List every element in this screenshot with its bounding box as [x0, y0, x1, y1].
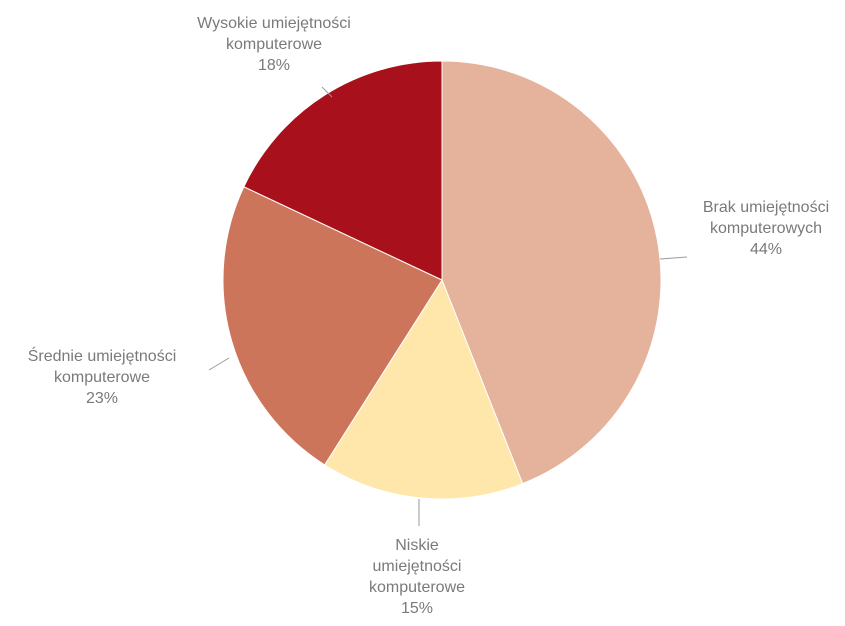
slice-label: Wysokie umiejętności komputerowe 18% — [197, 15, 351, 74]
leader-line — [659, 256, 688, 260]
pie-slice — [323, 278, 524, 500]
pie-slice — [243, 60, 443, 281]
pie-slice — [441, 60, 662, 485]
leader-lines — [208, 86, 688, 526]
slice-label: Niskie umiejętności komputerowe 15% — [369, 537, 465, 617]
slice-label-line: komputerowe — [54, 369, 150, 386]
slice-labels: Brak umiejętności komputerowych 44% Niskie u… — [28, 15, 829, 617]
leader-line — [208, 357, 230, 371]
slice-label-line: Niskie — [395, 537, 439, 554]
slice-label-line: komputerowych — [710, 220, 822, 237]
pie-slices — [222, 60, 662, 500]
slice-label-line: Wysokie umiejętności — [197, 15, 351, 32]
pie-slice — [222, 186, 443, 466]
slice-label: Brak umiejętności komputerowych 44% — [703, 199, 829, 258]
slice-value-label: 44% — [750, 241, 782, 258]
slice-value-label: 23% — [86, 390, 118, 407]
slice-label: Średnie umiejętności komputerowe 23% — [28, 346, 177, 407]
slice-label-line: Średnie umiejętności — [28, 346, 177, 365]
slice-value-label: 18% — [258, 57, 290, 74]
slice-label-line: komputerowe — [226, 36, 322, 53]
slice-value-label: 15% — [401, 600, 433, 617]
slice-label-line: komputerowe — [369, 579, 465, 596]
slice-label-line: umiejętności — [373, 558, 462, 575]
slice-label-line: Brak umiejętności — [703, 199, 829, 216]
leader-line — [321, 86, 333, 98]
